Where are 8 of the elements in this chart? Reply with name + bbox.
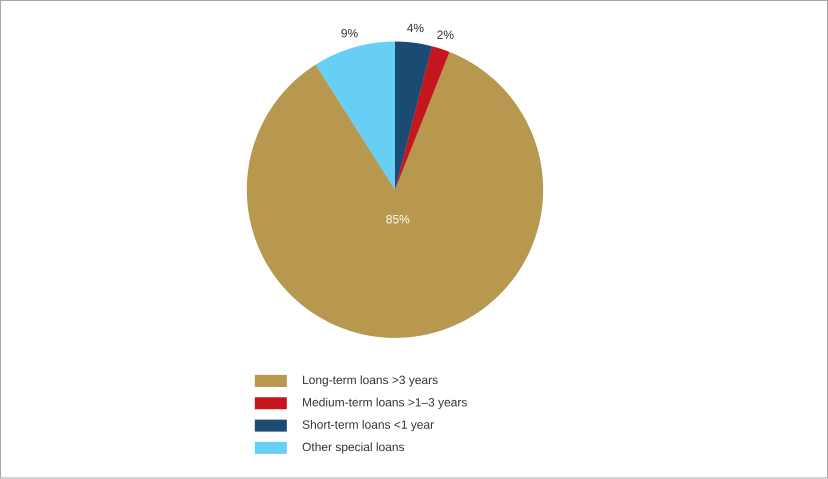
data-label: 4% xyxy=(407,24,424,32)
legend-label: Long-term loans >3 years xyxy=(303,376,438,387)
data-label: 9% xyxy=(341,29,358,38)
legend-label: Medium-term loans >1–3 years xyxy=(303,398,467,410)
data-label: 85% xyxy=(386,215,410,224)
legend-label: Short-term loans <1 year xyxy=(302,420,434,432)
data-label: 2% xyxy=(437,30,454,40)
legend-label: Other special loans xyxy=(302,442,404,454)
